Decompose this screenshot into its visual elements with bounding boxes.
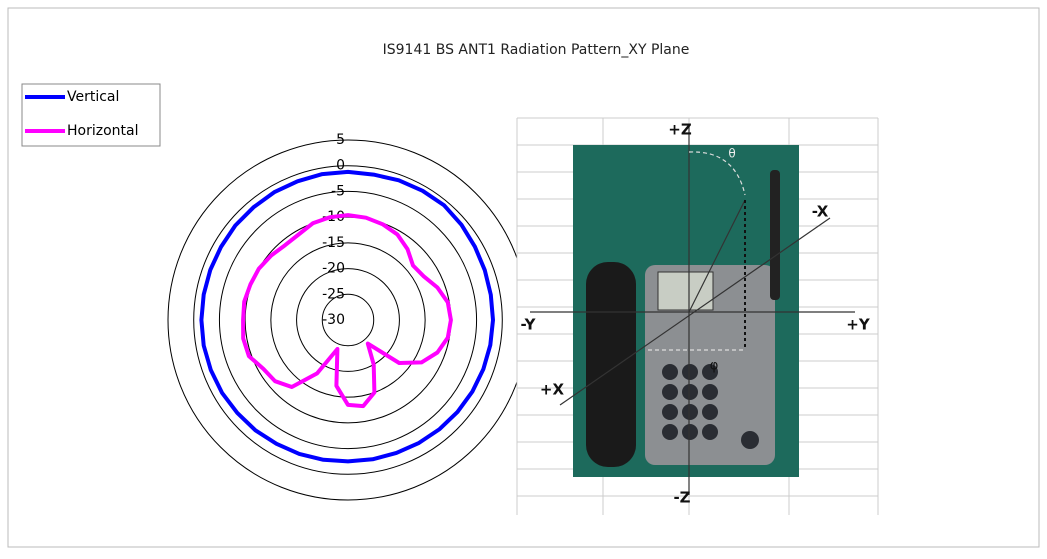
angle-label: φ [710, 359, 719, 374]
r-tick-label: 5 [336, 132, 345, 148]
axis-label: -Y [521, 316, 537, 334]
axis-label: +X [540, 381, 565, 399]
r-tick-label: -20 [322, 261, 345, 277]
legend-label: Vertical [67, 89, 119, 105]
axis-label: +Z [668, 121, 692, 139]
legend-label: Horizontal [67, 123, 138, 139]
legend: Vertical Horizontal [22, 84, 160, 146]
inset-diagram: +Z -Z -Y +Y -X +X θ φ [517, 112, 881, 517]
phone-handset [586, 262, 636, 467]
r-tick-label: -5 [331, 183, 345, 199]
chart: IS9141 BS ANT1 Radiation Pattern_XY Plan… [0, 0, 1047, 555]
angle-label: θ [728, 147, 735, 161]
r-tick-label: -15 [322, 235, 345, 251]
phone-antenna [770, 170, 780, 300]
axis-label: -Z [673, 489, 690, 507]
chart-title: IS9141 BS ANT1 Radiation Pattern_XY Plan… [383, 42, 690, 58]
axis-label: -X [812, 203, 829, 221]
r-tick-label: -25 [322, 286, 345, 302]
r-tick-label: -30 [322, 312, 345, 328]
axis-label: +Y [846, 316, 871, 334]
